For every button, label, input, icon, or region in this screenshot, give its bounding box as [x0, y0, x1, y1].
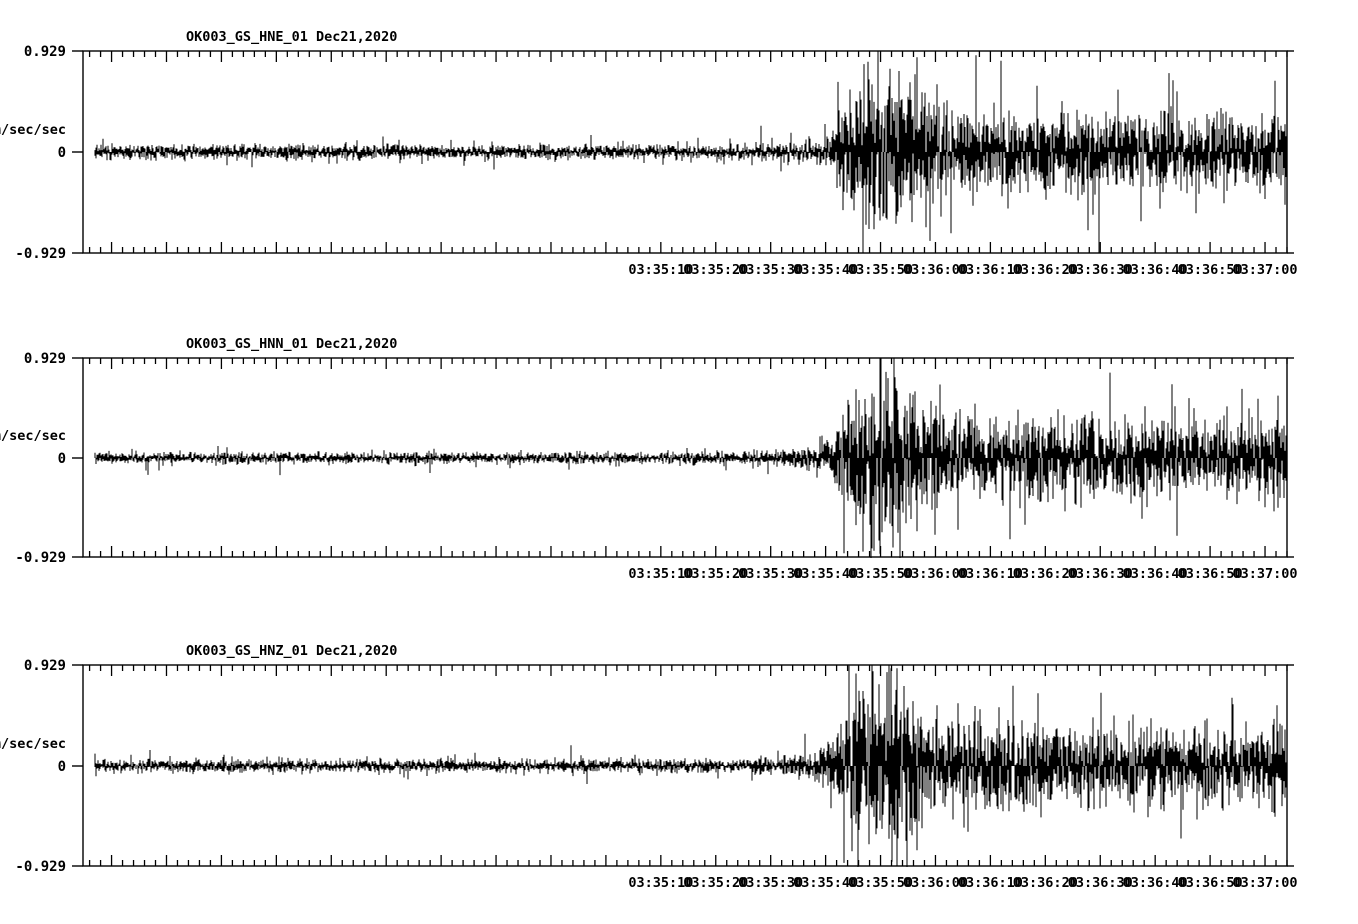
- x-tick-label: 03:36:40: [1123, 566, 1188, 582]
- waveform-trace: [94, 665, 1288, 867]
- x-tick-label: 03:35:30: [738, 875, 803, 891]
- y-tick-label: 0: [58, 145, 66, 161]
- waveform-trace: [94, 51, 1288, 253]
- panel-title: OK003_GS_HNZ_01 Dec21,2020: [186, 643, 397, 659]
- x-tick-label: 03:35:50: [848, 262, 913, 278]
- x-tick-label: 03:36:10: [958, 262, 1023, 278]
- x-tick-label: 03:36:50: [1178, 566, 1243, 582]
- x-tick-label: 03:36:00: [903, 875, 968, 891]
- panel-hnn: 03:35:10 03:35:20 03:35:30 03:35:40 03:35:50…: [0, 307, 1358, 615]
- panel-title: OK003_GS_HNN_01 Dec21,2020: [186, 336, 397, 352]
- x-tick-label: 03:37:00: [1233, 262, 1298, 278]
- x-tick-label: 03:35:20: [683, 875, 748, 891]
- x-tick-label: 03:36:20: [1013, 875, 1078, 891]
- y-tick-label: 0.929: [24, 44, 66, 60]
- panel-hnz: 03:35:10 03:35:20 03:35:30 03:35:40 03:35:50…: [0, 614, 1358, 924]
- y-tick-label: -0.929: [15, 859, 66, 875]
- x-tick-label: 03:36:00: [903, 566, 968, 582]
- x-tick-label: 03:36:10: [958, 875, 1023, 891]
- x-tick-label: 03:35:40: [793, 262, 858, 278]
- panel-hne: 03:35:10 03:35:20 03:35:30 03:35:40 03:35:50…: [0, 0, 1358, 308]
- x-tick-label: 03:35:40: [793, 566, 858, 582]
- x-tick-label: 03:36:20: [1013, 262, 1078, 278]
- x-tick-label: 03:35:10: [628, 875, 693, 891]
- y-tick-label: 0.929: [24, 658, 66, 674]
- y-tick-label: 0: [58, 759, 66, 775]
- y-axis-unit-label: cm/sec/sec: [0, 428, 66, 444]
- x-tick-label: 03:36:30: [1068, 262, 1133, 278]
- panel-title: OK003_GS_HNE_01 Dec21,2020: [186, 29, 397, 45]
- x-tick-label: 03:35:30: [738, 566, 803, 582]
- y-axis-unit-label: cm/sec/sec: [0, 736, 66, 752]
- panel-hnz-plot: 03:35:1003:35:2003:35:3003:35:4003:35:50…: [0, 643, 1298, 891]
- x-tick-label: 03:35:20: [683, 566, 748, 582]
- x-tick-label: 03:35:10: [628, 566, 693, 582]
- x-tick-label: 03:35:50: [848, 566, 913, 582]
- x-tick-label: 03:35:10: [628, 262, 693, 278]
- x-tick-label: 03:36:50: [1178, 875, 1243, 891]
- x-tick-label: 03:35:20: [683, 262, 748, 278]
- x-tick-label: 03:36:30: [1068, 875, 1133, 891]
- y-axis-unit-label: cm/sec/sec: [0, 122, 66, 138]
- waveform-trace: [94, 358, 1288, 558]
- x-tick-label: 03:35:50: [848, 875, 913, 891]
- y-tick-label: 0: [58, 451, 66, 467]
- x-tick-label: 03:36:00: [903, 262, 968, 278]
- x-tick-label: 03:37:00: [1233, 875, 1298, 891]
- x-tick-label: 03:35:30: [738, 262, 803, 278]
- x-tick-label: 03:37:00: [1233, 566, 1298, 582]
- y-tick-label: -0.929: [15, 246, 66, 262]
- x-tick-label: 03:36:10: [958, 566, 1023, 582]
- panel-hnn-plot: 03:35:1003:35:2003:35:3003:35:4003:35:50…: [0, 336, 1298, 582]
- x-tick-label: 03:36:40: [1123, 875, 1188, 891]
- x-tick-label: 03:36:30: [1068, 566, 1133, 582]
- panel-hne-plot: 03:35:1003:35:2003:35:3003:35:4003:35:50…: [0, 29, 1298, 278]
- x-tick-label: 03:36:50: [1178, 262, 1243, 278]
- x-tick-label: 03:35:40: [793, 875, 858, 891]
- x-tick-label: 03:36:40: [1123, 262, 1188, 278]
- y-tick-label: -0.929: [15, 550, 66, 566]
- x-tick-label: 03:36:20: [1013, 566, 1078, 582]
- y-tick-label: 0.929: [24, 351, 66, 367]
